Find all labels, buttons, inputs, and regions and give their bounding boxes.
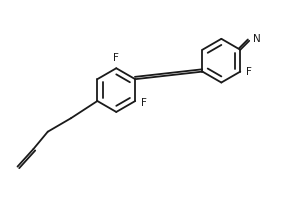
Text: F: F bbox=[141, 98, 147, 108]
Text: N: N bbox=[253, 33, 261, 44]
Text: F: F bbox=[246, 67, 252, 77]
Text: F: F bbox=[113, 53, 119, 63]
